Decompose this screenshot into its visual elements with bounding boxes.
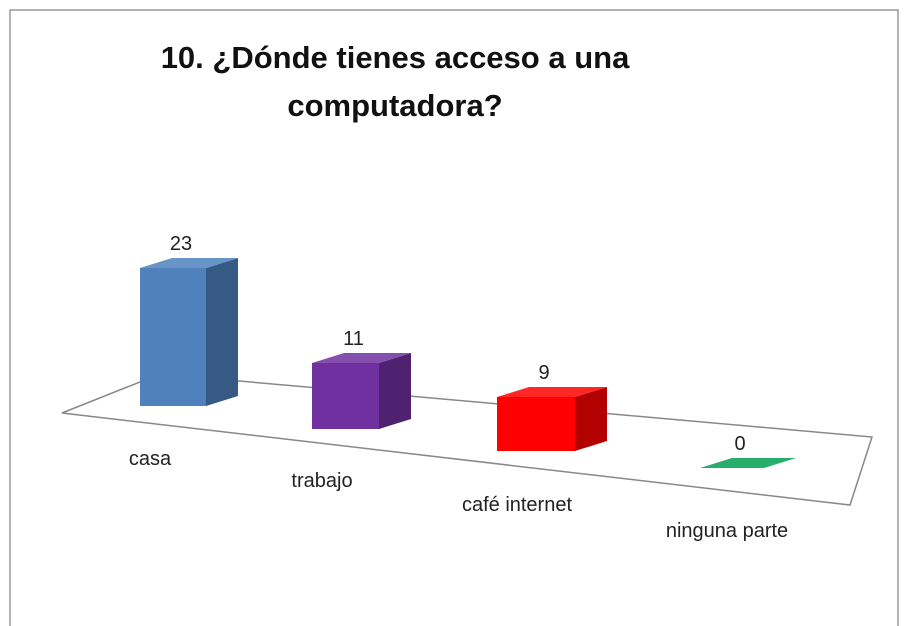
category-label: ninguna parte <box>666 520 788 542</box>
chart-title: 10. ¿Dónde tienes acceso a una computado… <box>160 40 630 123</box>
bar-side <box>575 387 607 451</box>
category-label: café internet <box>462 494 573 516</box>
value-label: 11 <box>343 328 364 350</box>
bar-top <box>700 458 796 468</box>
bar-top <box>140 258 238 268</box>
category-label: casa <box>129 448 172 470</box>
category-label: trabajo <box>291 470 352 492</box>
bar-top <box>497 387 607 397</box>
bar-side <box>206 258 238 406</box>
bar <box>497 397 575 451</box>
bar <box>140 268 206 406</box>
value-label: 9 <box>538 362 549 384</box>
bar-side <box>379 353 411 429</box>
value-label: 0 <box>734 433 745 455</box>
floor <box>61 373 874 506</box>
value-label: 23 <box>170 233 192 255</box>
bar <box>312 363 379 429</box>
bar-top <box>312 353 411 363</box>
